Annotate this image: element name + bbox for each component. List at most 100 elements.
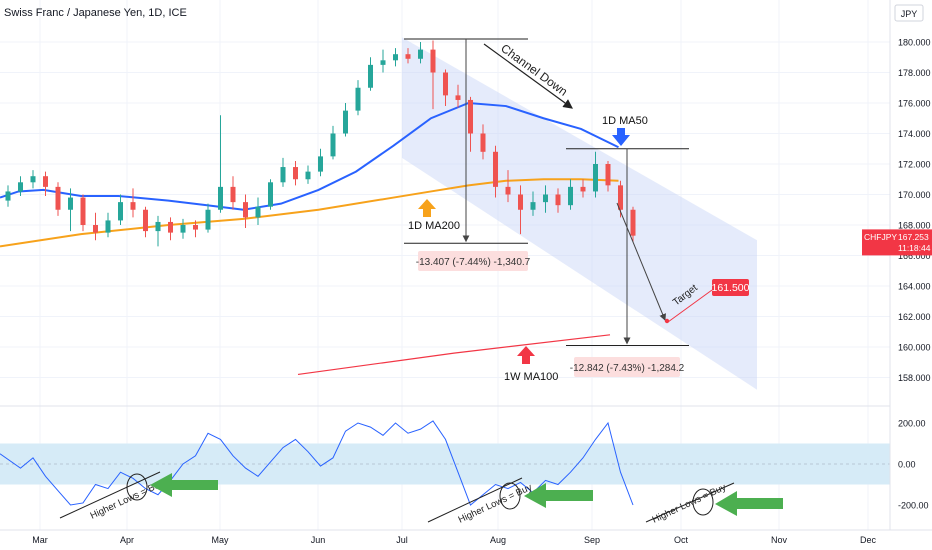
candle-body: [330, 133, 336, 157]
measure-top-label: -13.407 (-7.44%) -1,340.7: [416, 257, 531, 268]
target-badge: [712, 279, 749, 296]
projection-line: [616, 202, 666, 321]
time-label: Aug: [490, 535, 506, 545]
candle-body: [68, 197, 73, 210]
price-tick: 162.000: [898, 312, 931, 322]
price-tick: 180.000: [898, 38, 931, 48]
measure-top-label-bg: [418, 251, 528, 271]
higher-lows-line-1: [59, 471, 161, 519]
time-label: Apr: [120, 535, 134, 545]
ma200-line: [0, 178, 619, 248]
candle-body: [243, 202, 248, 218]
time-label: Nov: [771, 535, 788, 545]
time-label: Mar: [32, 535, 48, 545]
price-tick: 170.000: [898, 190, 931, 200]
time-axis-labels[interactable]: Mar Apr May Jun Jul Aug Sep Oct Nov Dec: [32, 535, 876, 545]
osc-tick: 0.00: [898, 460, 916, 470]
candle-body: [368, 64, 373, 88]
green-arrow-3-icon: [715, 491, 783, 516]
osc-tick: -200.00: [898, 501, 929, 511]
channel-down-arrow: [483, 43, 573, 109]
candle-body: [5, 191, 11, 201]
candle-body: [193, 225, 198, 230]
green-arrow-1-icon: [150, 473, 218, 497]
measure-bottom-label-bg: [574, 357, 680, 377]
candle-body: [280, 167, 286, 183]
candle-body: [293, 167, 298, 180]
candle-body: [118, 202, 123, 221]
currency-button[interactable]: [894, 4, 924, 22]
candle-body: [593, 164, 598, 192]
oscillator-line: [0, 420, 634, 506]
countdown: 11:18:44: [898, 243, 931, 253]
ma50-label: 1D MA50: [602, 115, 648, 127]
candle-body: [430, 49, 436, 73]
time-label: Oct: [674, 535, 689, 545]
price-axis-ticks[interactable]: 180.000 178.000 176.000 174.000 172.000 170.0…: [898, 38, 931, 384]
candle-body: [355, 87, 361, 111]
higher-lows-circle-1: [126, 473, 148, 501]
candle-body: [30, 176, 36, 183]
time-label: Dec: [860, 535, 877, 545]
candle-body: [380, 60, 386, 65]
time-label: Jul: [396, 535, 408, 545]
price-tick: 160.000: [898, 343, 931, 353]
candle-body: [468, 99, 473, 134]
candle-body: [568, 186, 573, 206]
candle-body: [580, 186, 586, 192]
green-arrow-2-icon: [524, 483, 593, 508]
price-tick: 164.000: [898, 282, 931, 292]
higher-lows-line-3: [645, 482, 735, 523]
oscillator-axis-ticks[interactable]: 200.00 0.00 -200.00: [898, 419, 929, 511]
candle-body: [493, 151, 498, 187]
candle-body: [268, 182, 273, 207]
candle-body: [130, 202, 136, 210]
target-point: [664, 318, 670, 324]
candle-body: [455, 95, 461, 100]
price-tick: 166.000: [898, 251, 931, 261]
candle-body: [180, 225, 186, 233]
osc-tick: 200.00: [898, 419, 926, 429]
current-symbol: CHFJPY: [864, 232, 897, 242]
time-label: Jun: [311, 535, 326, 545]
candle-body: [43, 176, 48, 187]
higher-lows-line-2: [427, 477, 523, 523]
candle-body: [405, 54, 411, 59]
candle-body: [505, 186, 511, 195]
price-axis-bg: [890, 0, 932, 550]
candle-body: [443, 72, 448, 96]
higher-lows-circle-3: [692, 488, 714, 516]
ma50-line: [0, 101, 619, 211]
time-label: May: [211, 535, 229, 545]
ma50-arrow-icon: [612, 128, 630, 146]
ma100w-label: 1W MA100: [504, 371, 558, 383]
candle-body: [618, 185, 623, 210]
candle-body: [318, 156, 323, 172]
price-tick: 178.000: [898, 68, 931, 78]
current-price-tag: [862, 229, 932, 256]
ma200-arrow-icon: [418, 199, 436, 217]
channel-down-label: Channel Down: [498, 41, 570, 99]
higher-lows-label-2: Higher Lows = Buy: [457, 482, 534, 526]
price-tick: 176.000: [898, 99, 931, 109]
candle-body: [18, 182, 23, 192]
candle-body: [630, 209, 636, 236]
candle-body: [480, 133, 486, 152]
candle-body: [218, 186, 223, 210]
price-tick: 158.000: [898, 373, 931, 383]
candle-body: [255, 206, 261, 218]
ma200-label: 1D MA200: [408, 220, 460, 232]
measure-tools: [404, 38, 689, 346]
channel-down-band: [402, 37, 757, 390]
candle-body: [555, 194, 561, 206]
current-price: 167.253: [898, 232, 929, 242]
ma100w-line: [297, 334, 611, 376]
candle-body: [93, 225, 98, 233]
symbol-title[interactable]: Swiss Franc / Japanese Yen, 1D, ICE: [4, 7, 187, 19]
candle-body: [530, 202, 536, 210]
currency-label: JPY: [901, 9, 918, 19]
candle-body: [205, 209, 211, 230]
candle-body: [80, 197, 86, 225]
